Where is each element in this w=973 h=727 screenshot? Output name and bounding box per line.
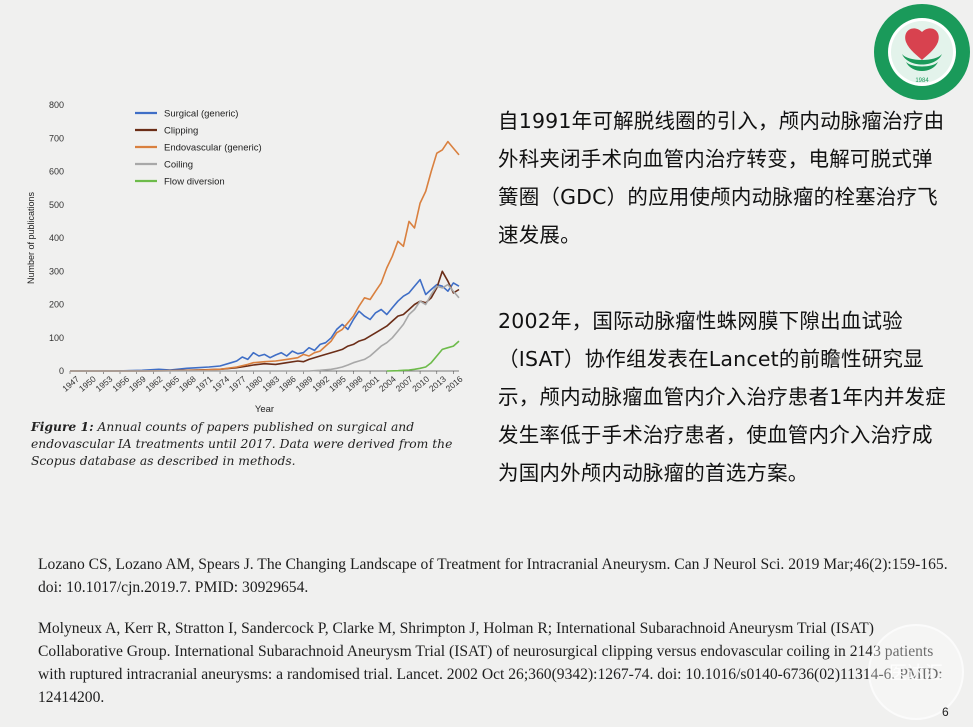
publications-line-chart: 0100200300400500600700800194719501953195… bbox=[26, 100, 465, 415]
series-line-clipping bbox=[70, 270, 460, 372]
y-tick-label: 600 bbox=[49, 167, 64, 177]
hospital-logo-icon: 1984 bbox=[874, 4, 970, 100]
x-tick-label: 2016 bbox=[444, 374, 465, 394]
y-tick-label: 300 bbox=[49, 266, 64, 276]
figure-caption: Figure 1: Annual counts of papers publis… bbox=[31, 418, 461, 470]
series-line-coiling bbox=[70, 283, 460, 372]
series-line-flow-diversion bbox=[386, 340, 460, 372]
series-line-endovascular-generic- bbox=[70, 140, 460, 372]
legend-label: Endovascular (generic) bbox=[164, 143, 262, 154]
paragraph-gdc: 自1991年可解脱线圈的引入，颅内动脉瘤治疗由外科夹闭手术向血管内治疗转变，电解… bbox=[498, 109, 945, 247]
y-tick-label: 100 bbox=[49, 333, 64, 343]
reference-molyneux: Molyneux A, Kerr R, Stratton I, Sanderco… bbox=[38, 620, 943, 706]
y-axis-title: Number of publications bbox=[26, 191, 36, 284]
y-tick-label: 400 bbox=[49, 233, 64, 243]
legend-label: Surgical (generic) bbox=[164, 109, 238, 120]
figure-label: Figure 1: bbox=[31, 419, 94, 434]
legend-label: Flow diversion bbox=[164, 177, 225, 188]
paragraph-isat: 2002年，国际动脉瘤性蛛网膜下隙出血试验（ISAT）协作组发表在Lancet的… bbox=[498, 309, 946, 485]
y-tick-label: 0 bbox=[59, 366, 64, 376]
series-line-surgical-generic- bbox=[70, 278, 460, 372]
legend-label: Coiling bbox=[164, 160, 193, 171]
watermark-badge: 医达汇 bbox=[868, 624, 964, 720]
y-tick-label: 800 bbox=[49, 100, 64, 110]
svg-text:1984: 1984 bbox=[915, 78, 929, 84]
page-number: 6 bbox=[942, 705, 949, 719]
reference-lozano: Lozano CS, Lozano AM, Spears J. The Chan… bbox=[38, 556, 948, 596]
x-axis-title: Year bbox=[255, 404, 274, 415]
figure-caption-text: Annual counts of papers published on sur… bbox=[31, 420, 453, 468]
y-tick-label: 200 bbox=[49, 300, 64, 310]
y-tick-label: 500 bbox=[49, 200, 64, 210]
y-tick-label: 700 bbox=[49, 133, 64, 143]
legend-label: Clipping bbox=[164, 126, 198, 137]
